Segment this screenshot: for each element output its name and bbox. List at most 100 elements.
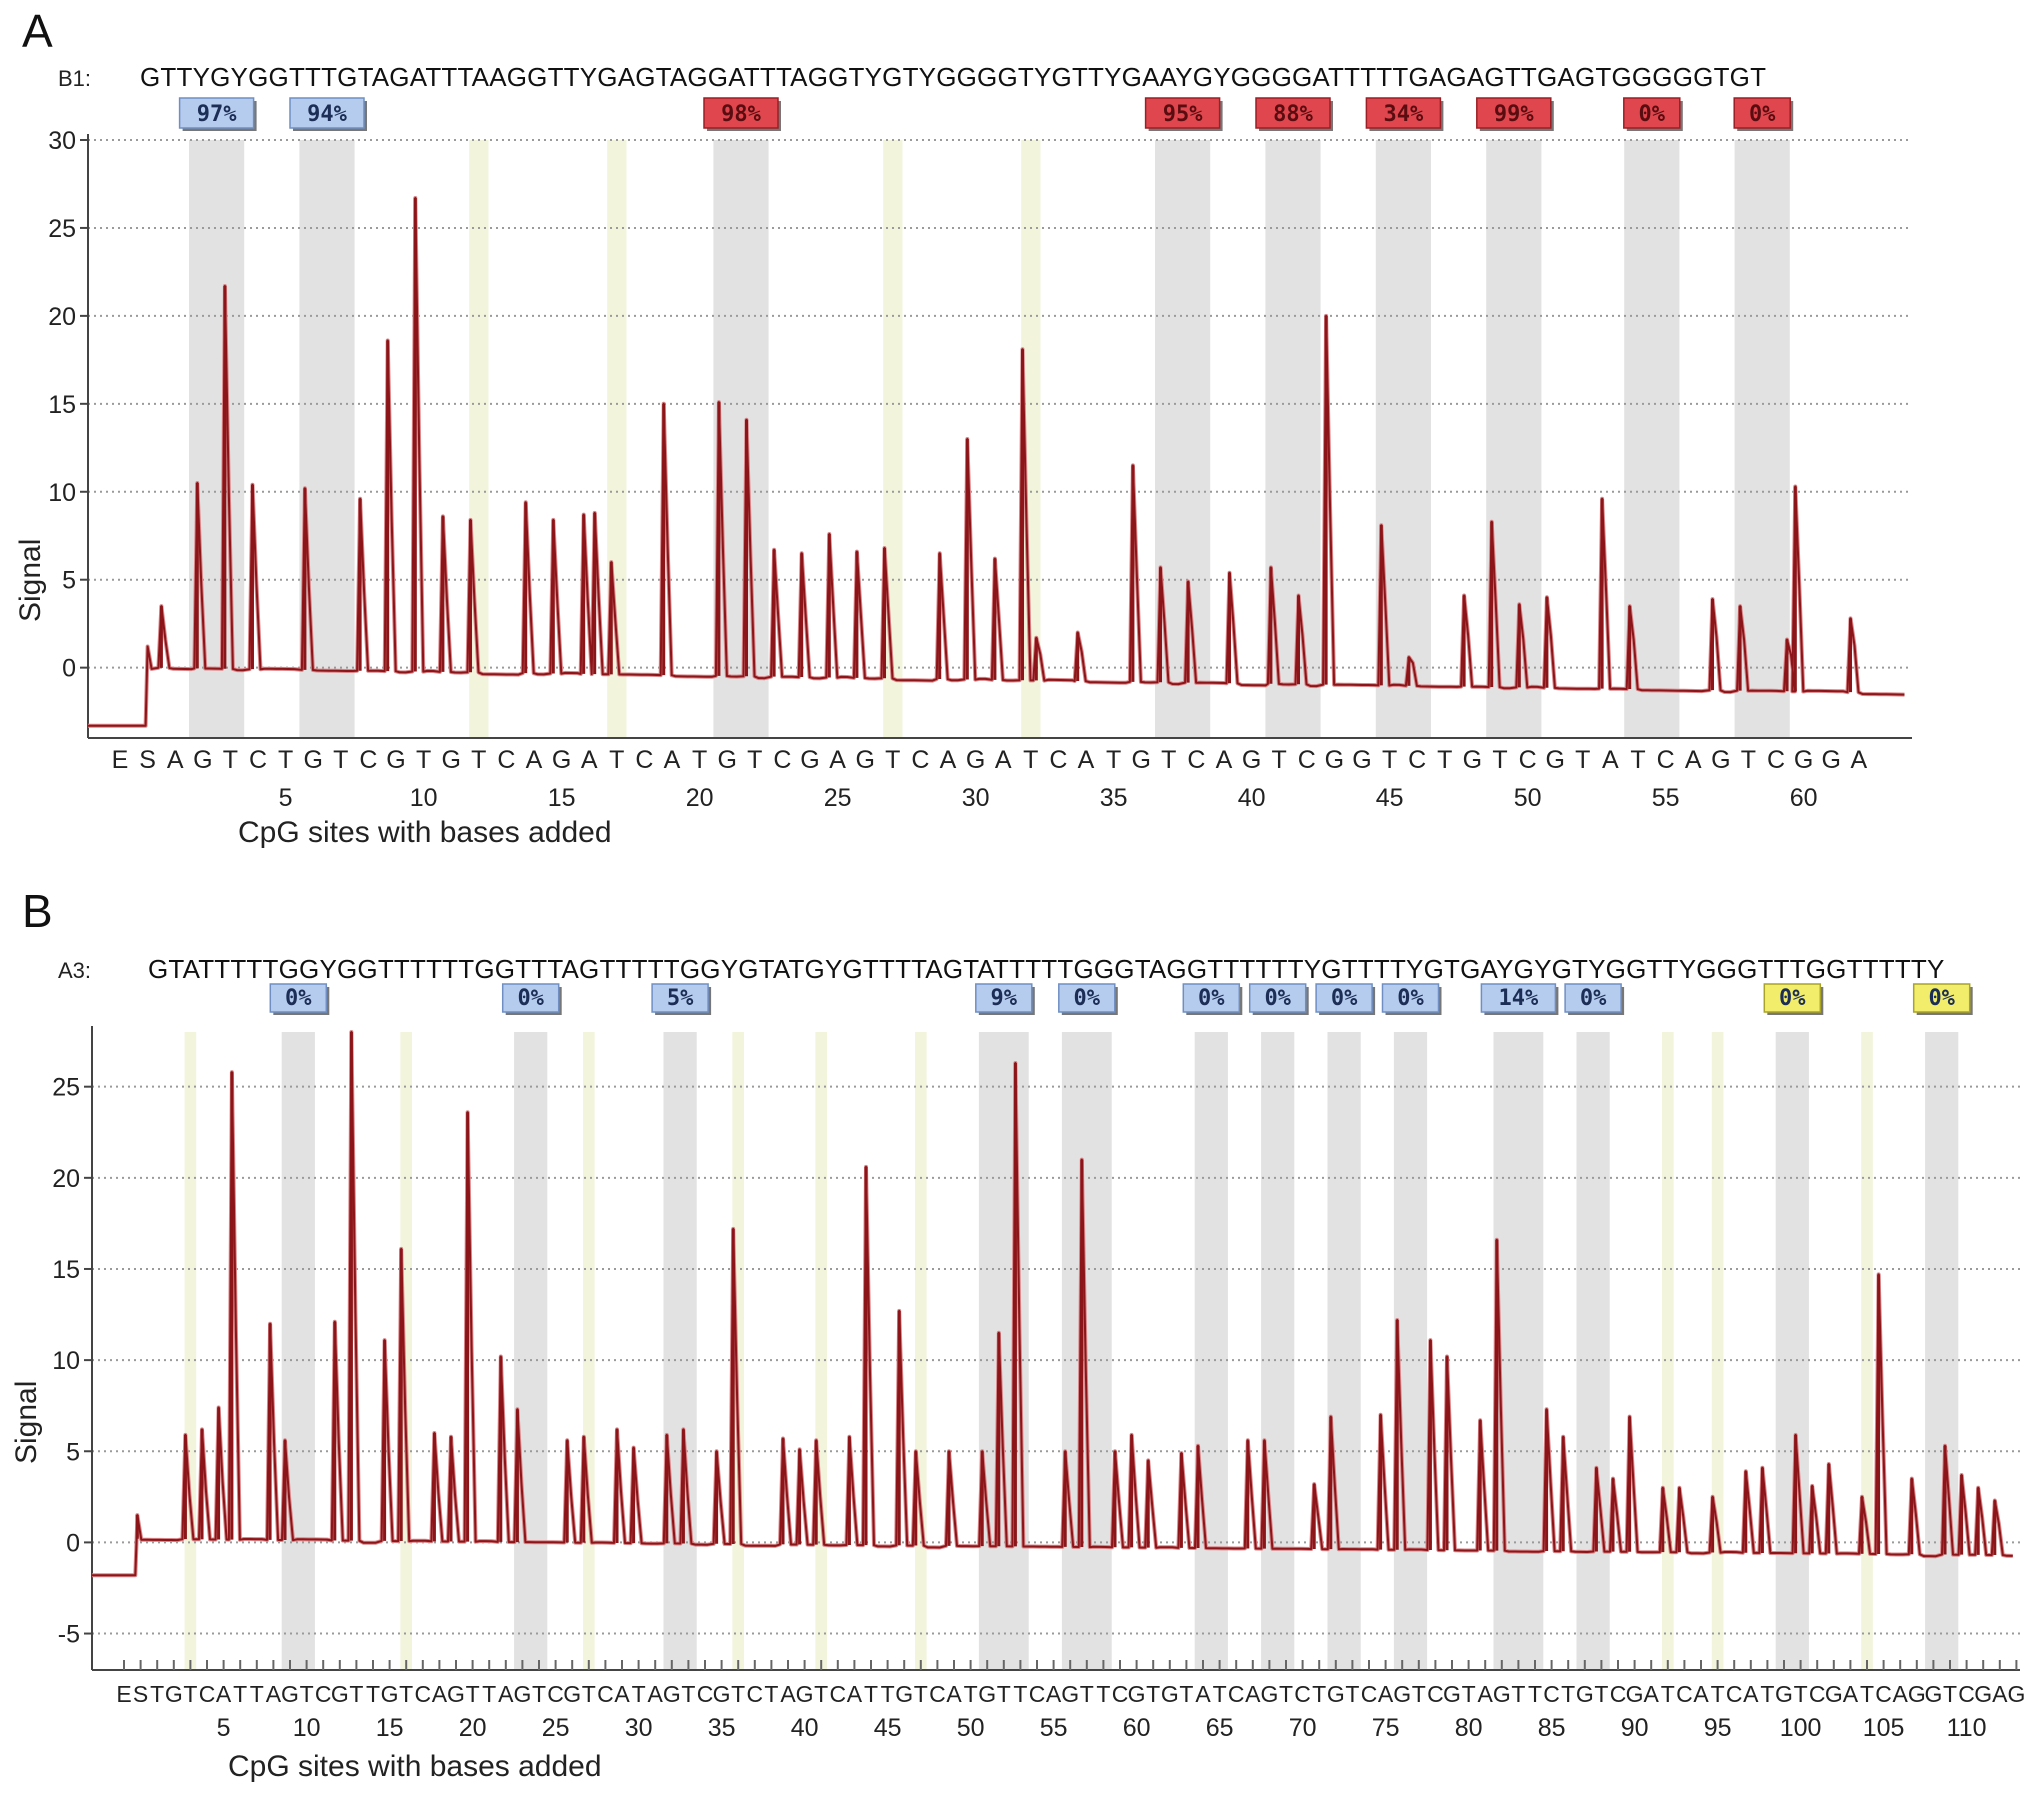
dispensation-base: G [1325,746,1344,774]
dispensation-base: G [281,1681,299,1707]
dispensation-base: A [1245,1681,1261,1707]
methylation-badge [1763,983,1822,1013]
x-tick-label: 75 [1372,1714,1400,1742]
dispensation-base: A [1893,1681,1909,1707]
y-tick-label: 25 [52,1074,80,1102]
cpg-band [281,1032,315,1670]
cpg-band [663,1032,697,1670]
dispensation-base: G [1908,1681,1926,1707]
dispensation-base: C [1543,1681,1560,1707]
x-tick-label: 45 [1376,784,1404,812]
x-tick-label: 10 [293,1714,321,1742]
dispensation-base: T [1080,1681,1094,1707]
dispensation-base: G [800,746,819,774]
dispensation-base: T [233,1681,247,1707]
y-tick-label: 30 [48,127,76,155]
methylation-badge [1912,983,1971,1013]
methylation-value: 0% [1074,986,1101,1011]
x-tick-label: 5 [217,1714,231,1742]
dispensation-base: T [1161,746,1176,774]
dispensation-base: G [1576,1681,1594,1707]
x-tick-label: 30 [625,1714,653,1742]
dispensation-base: G [1161,1681,1179,1707]
x-tick-label: 55 [1652,784,1680,812]
dispensation-base: T [864,1681,878,1707]
dispensation-base: G [1626,1681,1644,1707]
dispensation-base: T [250,1681,264,1707]
pyrogram-chart: -5 0 5 10 15 20 25 0% 0% 5% 9% 0% 0% 0% 0% 0% 14% 0% 0% 0% E… [52,983,2025,1742]
x-tick-label: 10 [410,784,438,812]
x-tick-label: 70 [1289,1714,1317,1742]
dispensation-base: C [1408,746,1426,774]
control-band [582,1032,595,1670]
x-tick-label: 50 [1514,784,1542,812]
dispensation-base: T [1382,746,1397,774]
methylation-badge [1058,983,1116,1013]
cpg-band [1375,140,1431,738]
x-tick-marks [123,1660,2018,1670]
dispensation-base: C [1676,1681,1693,1707]
dispensation-base: A [1195,1681,1211,1707]
dispensation-base: G [966,746,985,774]
dispensation-base: C [911,746,929,774]
cpg-band [1775,1032,1809,1670]
dispensation-base: G [1260,1681,1278,1707]
dispensation-base: E [112,746,129,774]
dispensation-base: T [482,1681,496,1707]
dispensation-base: T [1013,1681,1027,1707]
dispensation-base: C [697,1681,714,1707]
methylation-value: 0% [285,986,312,1011]
methylation-badge [178,97,255,129]
dispensation-base: G [1128,1681,1146,1707]
methylation-value: 9% [991,986,1018,1011]
methylation-value: 99% [1494,102,1534,127]
methylation-value: 94% [307,102,347,127]
y-tick-label: 10 [52,1347,80,1375]
cpg-band [299,140,355,738]
dispensation-base: T [366,1681,380,1707]
dispensation-base: A [1602,746,1619,774]
cpg-band [1265,140,1321,738]
cpg-band [1925,1032,1959,1670]
methylation-badge [1480,983,1557,1013]
dispensation-base: T [1594,1681,1608,1707]
dispensation-base: T [300,1681,314,1707]
dispensation-base: A [648,1681,664,1707]
panel-letter: A [22,5,53,57]
dispensation-base: T [1312,1681,1326,1707]
control-band [400,1032,413,1670]
y-tick-label: 10 [48,479,76,507]
dispensation-base: T [814,1681,828,1707]
dispensation-base: A [432,1681,448,1707]
methylation-value: 0% [517,986,544,1011]
control-band [815,1032,828,1670]
dispensation-base: C [1361,1681,1378,1707]
control-band [1711,1032,1724,1670]
dispensation-base: G [563,1681,581,1707]
methylation-badge [975,983,1033,1013]
dispensation-base: G [1825,1681,1843,1707]
dispensation-base: T [416,746,431,774]
dispensation-base: G [1711,746,1730,774]
methylation-badge [501,983,560,1013]
x-tick-label: 35 [708,1714,736,1742]
dispensation-base: T [1462,1681,1476,1707]
dispensation-base: A [940,746,957,774]
x-tick-label: 25 [824,784,852,812]
cpg-band [1261,1032,1295,1670]
dispensation-base: T [764,1681,778,1707]
dispensation-base: C [929,1681,946,1707]
dispensation-base: T [349,1681,363,1707]
x-tick-label: 100 [1780,1714,1822,1742]
dispensation-base: G [165,1681,183,1707]
dispensation-base: C [746,1681,763,1707]
y-tick-label: 15 [52,1256,80,1284]
control-band [732,1032,745,1670]
dispensation-base: T [1272,746,1287,774]
x-axis-title: CpG sites with bases added [238,816,612,849]
dispensation-base: T [964,1681,978,1707]
control-band [1021,140,1041,738]
dispensation-base: G [895,1681,913,1707]
dispensation-base: C [1610,1681,1627,1707]
dispensation-base: C [1809,1681,1826,1707]
